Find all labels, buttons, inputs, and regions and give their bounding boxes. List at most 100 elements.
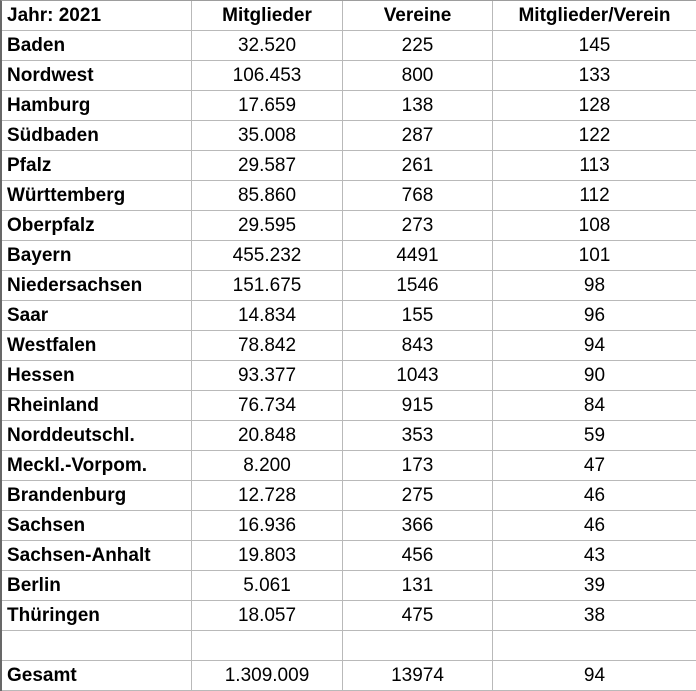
- mitglieder-cell[interactable]: 17.659: [192, 91, 343, 121]
- ratio-cell[interactable]: 39: [493, 571, 696, 601]
- mitglieder-cell[interactable]: 29.595: [192, 211, 343, 241]
- table-row: Meckl.-Vorpom. 8.200 173 47: [2, 451, 696, 481]
- ratio-cell[interactable]: 145: [493, 31, 696, 61]
- ratio-cell[interactable]: 46: [493, 481, 696, 511]
- vereine-cell[interactable]: 475: [343, 601, 493, 631]
- ratio-cell[interactable]: 128: [493, 91, 696, 121]
- mitglieder-cell[interactable]: 18.057: [192, 601, 343, 631]
- mitglieder-cell[interactable]: 14.834: [192, 301, 343, 331]
- region-cell[interactable]: Rheinland: [2, 391, 192, 421]
- region-cell[interactable]: Thüringen: [2, 601, 192, 631]
- table-row: Hessen 93.377 1043 90: [2, 361, 696, 391]
- table-row: Brandenburg 12.728 275 46: [2, 481, 696, 511]
- ratio-cell[interactable]: 90: [493, 361, 696, 391]
- mitglieder-cell[interactable]: [192, 631, 343, 661]
- vereine-header-cell[interactable]: Vereine: [343, 1, 493, 31]
- vereine-cell[interactable]: 1546: [343, 271, 493, 301]
- mitglieder-cell[interactable]: 35.008: [192, 121, 343, 151]
- region-cell[interactable]: Pfalz: [2, 151, 192, 181]
- vereine-cell[interactable]: 131: [343, 571, 493, 601]
- vereine-cell[interactable]: 138: [343, 91, 493, 121]
- region-cell[interactable]: Sachsen-Anhalt: [2, 541, 192, 571]
- ratio-cell[interactable]: 112: [493, 181, 696, 211]
- vereine-cell[interactable]: 225: [343, 31, 493, 61]
- region-cell[interactable]: Hessen: [2, 361, 192, 391]
- vereine-cell[interactable]: 456: [343, 541, 493, 571]
- vereine-cell[interactable]: 261: [343, 151, 493, 181]
- mitglieder-cell[interactable]: 20.848: [192, 421, 343, 451]
- ratio-cell[interactable]: 43: [493, 541, 696, 571]
- mitglieder-cell[interactable]: 106.453: [192, 61, 343, 91]
- mitglieder-cell[interactable]: 151.675: [192, 271, 343, 301]
- mitglieder-cell[interactable]: 85.860: [192, 181, 343, 211]
- mitglieder-cell[interactable]: 16.936: [192, 511, 343, 541]
- region-cell[interactable]: Baden: [2, 31, 192, 61]
- vereine-cell[interactable]: 1043: [343, 361, 493, 391]
- mitglieder-cell[interactable]: 455.232: [192, 241, 343, 271]
- vereine-cell[interactable]: 4491: [343, 241, 493, 271]
- ratio-cell[interactable]: 98: [493, 271, 696, 301]
- region-cell[interactable]: Bayern: [2, 241, 192, 271]
- region-cell[interactable]: Württemberg: [2, 181, 192, 211]
- region-cell[interactable]: Brandenburg: [2, 481, 192, 511]
- vereine-cell[interactable]: 275: [343, 481, 493, 511]
- ratio-cell[interactable]: 46: [493, 511, 696, 541]
- ratio-cell[interactable]: 113: [493, 151, 696, 181]
- region-cell[interactable]: Südbaden: [2, 121, 192, 151]
- table-row: Pfalz 29.587 261 113: [2, 151, 696, 181]
- vereine-cell[interactable]: 843: [343, 331, 493, 361]
- region-cell[interactable]: [2, 631, 192, 661]
- ratio-cell[interactable]: 96: [493, 301, 696, 331]
- vereine-cell[interactable]: 768: [343, 181, 493, 211]
- vereine-cell[interactable]: 353: [343, 421, 493, 451]
- mitglieder-cell[interactable]: 76.734: [192, 391, 343, 421]
- vereine-cell[interactable]: 915: [343, 391, 493, 421]
- region-cell[interactable]: Oberpfalz: [2, 211, 192, 241]
- region-cell[interactable]: Norddeutschl.: [2, 421, 192, 451]
- vereine-cell[interactable]: 800: [343, 61, 493, 91]
- empty-row: [2, 631, 696, 661]
- ratio-header-cell[interactable]: Mitglieder/Verein: [493, 1, 696, 31]
- region-cell[interactable]: Niedersachsen: [2, 271, 192, 301]
- region-cell[interactable]: Sachsen: [2, 511, 192, 541]
- ratio-cell[interactable]: 101: [493, 241, 696, 271]
- mitglieder-cell[interactable]: 12.728: [192, 481, 343, 511]
- ratio-cell[interactable]: 59: [493, 421, 696, 451]
- region-cell[interactable]: Hamburg: [2, 91, 192, 121]
- table-row: Baden 32.520 225 145: [2, 31, 696, 61]
- ratio-cell[interactable]: 94: [493, 331, 696, 361]
- ratio-cell[interactable]: 94: [493, 661, 696, 691]
- vereine-cell[interactable]: 155: [343, 301, 493, 331]
- vereine-cell[interactable]: 366: [343, 511, 493, 541]
- mitglieder-cell[interactable]: 19.803: [192, 541, 343, 571]
- mitglieder-header-cell[interactable]: Mitglieder: [192, 1, 343, 31]
- mitglieder-cell[interactable]: 29.587: [192, 151, 343, 181]
- mitglieder-cell[interactable]: 5.061: [192, 571, 343, 601]
- vereine-cell[interactable]: [343, 631, 493, 661]
- vereine-cell[interactable]: 13974: [343, 661, 493, 691]
- ratio-cell[interactable]: 108: [493, 211, 696, 241]
- year-header-cell[interactable]: Jahr: 2021: [2, 1, 192, 31]
- region-cell[interactable]: Saar: [2, 301, 192, 331]
- ratio-cell[interactable]: 133: [493, 61, 696, 91]
- mitglieder-cell[interactable]: 8.200: [192, 451, 343, 481]
- mitglieder-cell[interactable]: 1.309.009: [192, 661, 343, 691]
- vereine-cell[interactable]: 173: [343, 451, 493, 481]
- region-cell[interactable]: Nordwest: [2, 61, 192, 91]
- ratio-cell[interactable]: 84: [493, 391, 696, 421]
- ratio-cell[interactable]: 122: [493, 121, 696, 151]
- vereine-cell[interactable]: 287: [343, 121, 493, 151]
- vereine-cell[interactable]: 273: [343, 211, 493, 241]
- region-cell[interactable]: Gesamt: [2, 661, 192, 691]
- region-cell[interactable]: Westfalen: [2, 331, 192, 361]
- mitglieder-cell[interactable]: 78.842: [192, 331, 343, 361]
- mitglieder-cell[interactable]: 93.377: [192, 361, 343, 391]
- ratio-cell[interactable]: [493, 631, 696, 661]
- table-row: Saar 14.834 155 96: [2, 301, 696, 331]
- ratio-cell[interactable]: 47: [493, 451, 696, 481]
- region-cell[interactable]: Meckl.-Vorpom.: [2, 451, 192, 481]
- region-cell[interactable]: Berlin: [2, 571, 192, 601]
- table-row: Hamburg 17.659 138 128: [2, 91, 696, 121]
- ratio-cell[interactable]: 38: [493, 601, 696, 631]
- mitglieder-cell[interactable]: 32.520: [192, 31, 343, 61]
